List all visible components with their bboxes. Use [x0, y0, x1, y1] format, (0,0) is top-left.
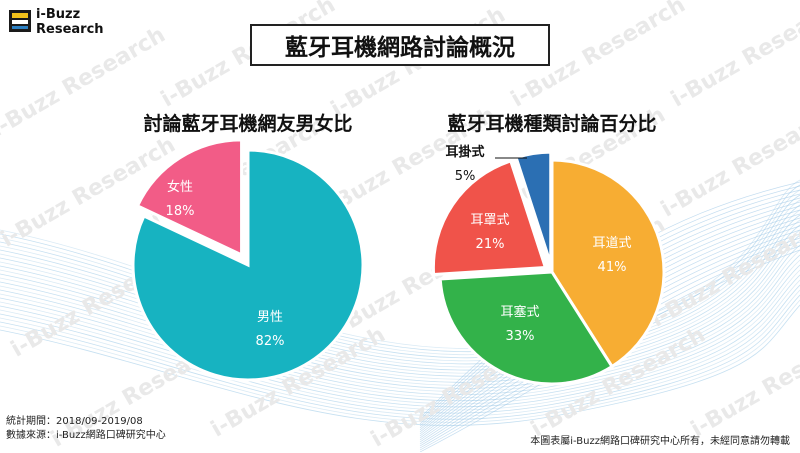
slice-value-label: 21%	[476, 237, 505, 252]
ibuzz-logo: i-Buzz Research	[8, 6, 118, 40]
type-chart-title: 藍牙耳機種類討論百分比	[447, 113, 657, 135]
footer-copyright: 本圖表屬i-Buzz網路口碑研究中心所有，未經同意請勿轉載	[530, 436, 790, 447]
footer-source: 數據來源：i-Buzz網路口碑研究中心	[6, 430, 166, 441]
pie-slice-女性	[135, 138, 244, 258]
slice-label: 耳掛式	[445, 144, 484, 160]
pie-slice-耳罩式	[431, 159, 548, 277]
slice-label: 耳塞式	[500, 304, 539, 320]
slice-value-label: 33%	[506, 329, 535, 344]
pie-slice-男性	[131, 148, 365, 382]
footer-left: 統計期間：2018/09-2019/08 數據來源：i-Buzz網路口碑研究中心	[6, 415, 166, 443]
logo-line-2: Research	[36, 22, 104, 37]
gender-chart-title: 討論藍牙耳機網友男女比	[143, 113, 353, 135]
logo-icon	[9, 10, 31, 32]
slice-value-label: 18%	[166, 204, 195, 219]
slice-value-label: 82%	[256, 334, 285, 349]
logo-text: i-Buzz Research	[36, 7, 104, 37]
slice-label: 耳罩式	[470, 213, 509, 228]
slice-label: 耳道式	[592, 236, 631, 251]
logo-line-1: i-Buzz	[36, 7, 81, 22]
slice-value-label: 41%	[598, 260, 627, 275]
slice-label: 男性	[257, 310, 283, 325]
page-title: 藍牙耳機網路討論概況	[250, 24, 550, 66]
slice-value-label: 5%	[455, 169, 476, 184]
pie-slice-耳塞式	[438, 270, 615, 386]
slice-label: 女性	[167, 179, 193, 195]
footer-period: 統計期間：2018/09-2019/08	[6, 416, 143, 427]
